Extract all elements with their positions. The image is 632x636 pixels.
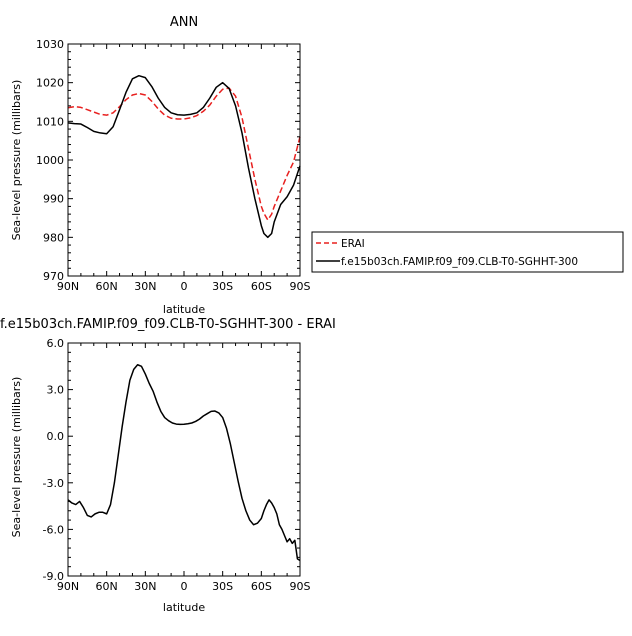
top-panel-y-tick-label: 990	[43, 193, 64, 206]
top-panel-series-layer	[67, 74, 301, 239]
top-panel-y-axis-label: Sea-level pressure (millibars)	[10, 80, 23, 241]
bottom-panel-frame	[67, 342, 301, 577]
top-panel-x-tick-label: 30N	[134, 280, 156, 293]
top-panel-y-tick-label: 970	[43, 270, 64, 283]
bottom-panel-title: f.e15b03ch.FAMIP.f09_f09.CLB-T0-SGHHT-30…	[0, 317, 336, 332]
top-panel-x-axis-label: latitude	[163, 303, 205, 316]
bottom-panel-series-line-1	[67, 364, 301, 562]
top-panel-title: ANN	[170, 15, 198, 30]
bottom-panel-x-tick-label: 0	[181, 580, 188, 593]
bottom-panel-x-tick-label: 60S	[251, 580, 272, 593]
top-panel-y-tick-label: 1020	[36, 77, 64, 90]
bottom-panel-y-axis-label: Sea-level pressure (millibars)	[10, 377, 23, 538]
bottom-panel-x-tick-label: 30S	[212, 580, 233, 593]
top-panel-axis-ticks: 90N 60N 30N 0 30S 60S 90S 970 980 990 1000 1010 1020…	[36, 38, 311, 293]
bottom-panel: f.e15b03ch.FAMIP.f09_f09.CLB-T0-SGHHT-30…	[0, 317, 336, 614]
bottom-panel-y-tick-label: 0.0	[47, 430, 65, 443]
top-panel-x-tick-label: 60S	[251, 280, 272, 293]
bottom-panel-x-tick-label: 90N	[57, 580, 79, 593]
legend-box	[311, 231, 624, 273]
bottom-panel-series-layer	[67, 364, 301, 562]
bottom-panel-axis-ticks: 90N 60N 30N 0 30S 60S 90S -9.0 -6.0 -3.0 0.0 3.0 6.0	[43, 337, 311, 593]
top-panel-y-tick-label: 980	[43, 231, 64, 244]
top-panel-series-line-2	[67, 74, 301, 239]
top-panel-x-tick-label: 90S	[290, 280, 311, 293]
top-panel-x-tick-label: 0	[181, 280, 188, 293]
top-panel-y-tick-label: 1010	[36, 115, 64, 128]
bottom-panel-y-tick-label: 6.0	[47, 337, 65, 350]
bottom-panel-x-axis-label: latitude	[163, 601, 205, 614]
legend: ERAI f.e15b03ch.FAMIP.f09_f09.CLB-T0-SGH…	[311, 231, 624, 273]
top-panel-y-tick-label: 1030	[36, 38, 64, 51]
top-panel-frame	[67, 43, 301, 277]
top-panel-x-tick-label: 60N	[96, 280, 118, 293]
top-panel-x-tick-label: 90N	[57, 280, 79, 293]
legend-label-model: f.e15b03ch.FAMIP.f09_f09.CLB-T0-SGHHT-30…	[341, 256, 578, 268]
top-panel: ANN Sea-level pressure (millibars) latit…	[10, 15, 624, 316]
bottom-panel-y-tick-label: -9.0	[43, 570, 64, 583]
bottom-panel-y-tick-label: -3.0	[43, 477, 64, 490]
bottom-panel-x-tick-label: 30N	[134, 580, 156, 593]
top-panel-x-tick-label: 30S	[212, 280, 233, 293]
bottom-panel-x-tick-label: 60N	[96, 580, 118, 593]
bottom-panel-x-tick-label: 90S	[290, 580, 311, 593]
top-panel-series-line-1	[67, 87, 301, 221]
top-panel-y-tick-label: 1000	[36, 154, 64, 167]
legend-label-erai: ERAI	[341, 238, 365, 250]
bottom-panel-y-tick-label: -6.0	[43, 523, 64, 536]
bottom-panel-y-tick-label: 3.0	[47, 384, 65, 397]
